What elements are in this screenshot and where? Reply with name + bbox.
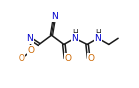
- Text: O: O: [87, 54, 95, 63]
- Text: O: O: [64, 54, 71, 63]
- Text: N: N: [51, 12, 58, 21]
- Text: O: O: [28, 46, 35, 55]
- Text: O: O: [18, 54, 24, 63]
- Text: N: N: [95, 34, 101, 43]
- Text: H: H: [95, 29, 101, 38]
- Text: N: N: [71, 34, 78, 43]
- Text: N: N: [26, 34, 33, 43]
- Text: H: H: [72, 29, 78, 38]
